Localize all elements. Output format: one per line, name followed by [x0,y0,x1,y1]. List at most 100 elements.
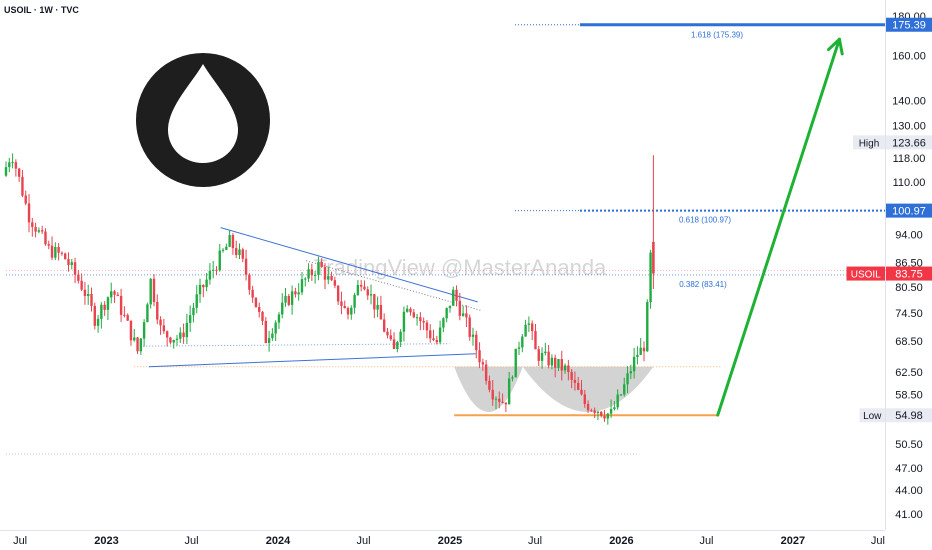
candle-body [455,289,458,301]
candle-body [530,323,534,332]
candle-body [300,279,304,293]
candle-body [225,246,228,250]
price-tick-label: 44.00 [895,485,923,497]
candle-body [90,293,93,306]
price-tags: 175.39 123.66 High 100.97 83.75 USOIL 54.98 Low [846,17,932,423]
candle-body [376,304,379,310]
candle-body [471,334,475,337]
candle-body [235,248,238,256]
price-tick-label: 140.00 [892,96,926,108]
candle-body [330,276,333,281]
tag-high-title: High [859,138,880,149]
candle-body [290,291,294,305]
candle-body [547,351,550,366]
candle-body [113,291,116,295]
candle-body [267,338,271,343]
candle-body [126,315,129,321]
candle-body [218,250,221,271]
candle-body [208,270,212,280]
candle-body [294,291,297,295]
last-candle-body [652,241,655,274]
candle-body [445,308,448,319]
candle-body [583,394,586,404]
candle-body [475,334,478,351]
fib-0618-label: 0.618 (100.97) [679,216,731,225]
candle-body [251,289,254,298]
candle-body [435,340,439,343]
candle-body [557,359,560,368]
candle-body [67,259,70,266]
price-tick-label: 41.00 [895,509,923,521]
time-tick-label: Jul [699,535,713,547]
price-tick-label: 130.00 [892,121,926,133]
candle-body [399,331,402,342]
candle-body [40,230,44,232]
candle-body [392,339,396,350]
candle-body [284,295,287,303]
candle-body [386,331,389,336]
fib-1618-label: 1.618 (175.39) [691,31,743,40]
candle-body [366,289,369,296]
candle-body [343,305,346,309]
price-tick-label: 47.00 [895,463,923,475]
tag-usoil-title-box [846,266,885,281]
candle-body [281,302,284,315]
price-tick-label: 58.50 [895,389,923,401]
time-tick-label: 2023 [94,535,118,547]
candle-body [603,415,606,419]
candle-body [600,411,603,416]
price-tick-label: 62.50 [895,367,923,379]
candle-body [17,168,21,177]
candle-body [96,318,100,326]
candle-body [202,284,205,288]
tag-usoil-box [886,266,932,281]
candle-body [560,359,563,371]
candle-body [103,304,106,310]
tag-low-box [886,408,932,423]
candle-body [389,335,392,340]
candle-body [442,318,445,328]
candle-body [63,253,67,260]
candle-body [629,371,633,374]
candle-body [432,338,435,341]
candles [4,153,655,425]
candle-body [100,304,103,319]
candle-body [165,331,169,338]
time-axis[interactable]: Jul 2023 Jul 2024 Jul 2025 Jul 2026 Jul 2027 Jul [13,535,885,547]
price-tick-label: 94.00 [895,230,923,242]
candle-body [4,167,8,176]
candle-body [488,380,491,390]
candle-body [106,297,110,310]
candle-body [468,317,471,337]
candle-body [277,314,281,323]
candle-body [182,332,185,338]
candle-body [261,311,264,321]
candle-body [494,398,498,400]
price-tick-label: 110.00 [893,177,926,189]
candle-body [517,347,521,349]
tag-usoil-title: USOIL [851,270,881,281]
candle-body [609,409,613,414]
price-axis[interactable]: 180.00160.00140.00130.00118.00110.0094.0… [892,11,926,521]
candle-body [254,297,258,308]
candle-body [373,294,376,310]
time-tick-label: 2027 [781,535,805,547]
candle-body [44,231,47,245]
time-tick-label: Jul [528,535,542,547]
candle-body [139,338,143,352]
candle-body [596,411,600,413]
candle-body [570,371,573,380]
candle-body [553,357,557,368]
tag-usoil-value: 83.75 [895,269,923,281]
candle-body [175,338,179,340]
candle-body [396,341,399,350]
candle-body [353,294,356,308]
tag-low-title-box [859,408,885,423]
candle-body [205,279,208,288]
tag-high-value: 123.66 [892,137,926,149]
candle-body [195,294,198,308]
candle-body [540,353,544,361]
candle-body [192,307,195,316]
candle-body [363,286,366,290]
